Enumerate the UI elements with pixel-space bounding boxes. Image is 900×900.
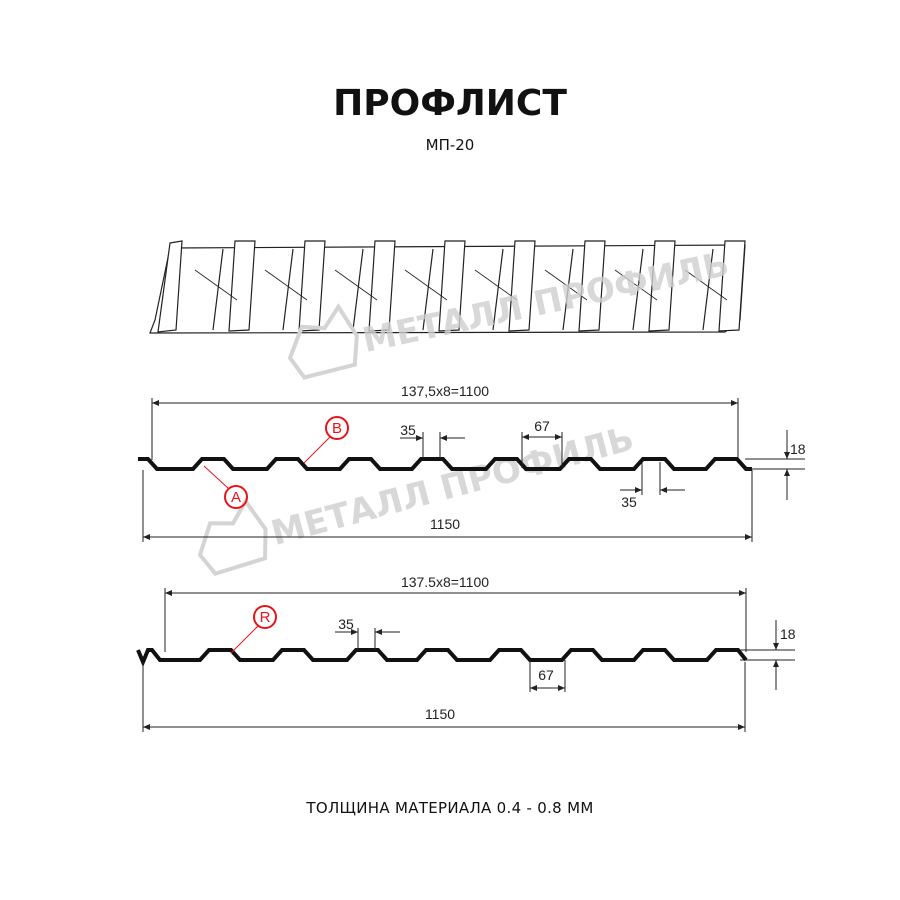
valley-dimension: 67	[538, 667, 554, 683]
page-title: ПРОФЛИСТ	[333, 83, 567, 124]
watermark-text: МЕТАЛЛ ПРОФИЛЬ	[267, 419, 638, 554]
profile-2-outline	[136, 648, 748, 668]
bottom-dimension: 35	[621, 494, 637, 510]
profile-1-outline	[138, 457, 752, 471]
valley-dimension: 67	[534, 418, 550, 434]
sheet-fold-line	[212, 248, 224, 331]
sheet-shade-line	[264, 269, 308, 301]
marker-b-label: B	[332, 420, 342, 437]
sheet-fold-line	[632, 248, 644, 331]
sheet-shade-line	[684, 269, 728, 301]
marker-a-label: A	[231, 489, 241, 506]
sheet-ridge	[648, 240, 676, 332]
sheet-ridge	[438, 240, 466, 332]
pitch-dimension: 137,5x8=1100	[401, 383, 489, 399]
sheet-shade-line	[614, 269, 658, 301]
profile-2-dimensions	[142, 588, 795, 732]
height-dimension: 18	[790, 441, 806, 457]
marker-b: B	[303, 416, 349, 464]
material-thickness: ТОЛЩИНА МАТЕРИАЛА 0.4 - 0.8 ММ	[305, 799, 593, 817]
sheet-fold-line	[492, 248, 504, 331]
sheet-fold-line	[282, 248, 294, 331]
sheet-shade-line	[474, 269, 518, 301]
sheet-fold-line	[422, 248, 434, 331]
profile-2-arrowheads	[143, 590, 779, 730]
sheet-shade-line	[334, 269, 378, 301]
sheet-3d-illustration	[149, 240, 746, 334]
sheet-shade-line	[404, 269, 448, 301]
page-subtitle: МП-20	[426, 136, 475, 154]
marker-a: A	[203, 465, 248, 509]
sheet-fold-line	[702, 248, 714, 331]
width-dimension: 1150	[430, 516, 460, 532]
sheet-shade-line	[194, 269, 238, 301]
sheet-ridge	[228, 240, 256, 332]
sheet-ridge	[368, 240, 396, 332]
sheet-shade-line	[544, 269, 588, 301]
sheet-edge	[157, 240, 183, 333]
sheet-ridge	[578, 240, 606, 332]
sheet-fold-line	[562, 248, 574, 331]
marker-r-label: R	[260, 609, 271, 626]
pitch-dimension: 137.5x8=1100	[401, 574, 489, 590]
width-dimension: 1150	[425, 706, 455, 722]
crest-dimension: 35	[400, 422, 416, 438]
crest-dimension: 35	[338, 616, 354, 632]
sheet-ridge	[718, 240, 746, 332]
sheet-fold-line	[352, 248, 364, 331]
profile-1: 137,5x8=1100 1150 18 35 67 35 A B	[138, 383, 806, 542]
sheet-ridge	[298, 240, 326, 332]
marker-r: R	[230, 605, 277, 654]
profile-2: 137.5x8=1100 1150 18 35 67 R	[136, 574, 796, 732]
sheet-ridge	[508, 240, 536, 332]
height-dimension: 18	[780, 626, 796, 642]
profile-1-arrowheads	[143, 400, 790, 540]
